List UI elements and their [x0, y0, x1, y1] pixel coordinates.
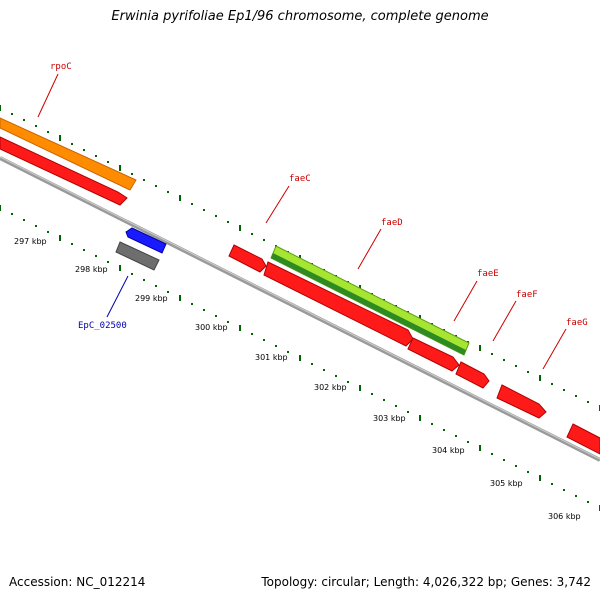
chromosome-backbone-highlight	[0, 156, 600, 460]
scale-labels: 297 kbp 298 kbp 299 kbp 300 kbp 301 kbp …	[14, 237, 581, 521]
scale-label-304: 304 kbp	[432, 446, 465, 455]
gene-faeD-shade	[271, 253, 466, 355]
chromosome-backbone	[0, 156, 600, 462]
cds-faeC[interactable]	[228, 244, 267, 273]
cds-EpC_02500[interactable]	[125, 227, 167, 254]
scale-label-301: 301 kbp	[255, 353, 288, 362]
label-EpC_02500: EpC_02500	[78, 321, 127, 331]
scale-label-297: 297 kbp	[14, 237, 47, 246]
pointer-epc	[106, 275, 129, 318]
scale-label-302: 302 kbp	[314, 383, 347, 392]
label-faeC: faeC	[289, 174, 311, 184]
pointer-faeE	[453, 280, 478, 322]
cds-next[interactable]	[566, 423, 600, 455]
pseudogene-EpC_02500[interactable]	[115, 241, 160, 271]
cds-rpoC[interactable]	[0, 136, 128, 206]
pointer-faeF	[492, 300, 517, 342]
scale-label-299: 299 kbp	[135, 294, 168, 303]
scale-label-300: 300 kbp	[195, 323, 228, 332]
scale-label-298: 298 kbp	[75, 265, 108, 274]
label-faeF: faeF	[516, 290, 538, 300]
cds-faeE[interactable]	[407, 337, 460, 372]
gene-rpoC[interactable]	[0, 117, 137, 191]
genome-summary-text: Topology: circular; Length: 4,026,322 bp…	[261, 575, 591, 589]
cds-faeG[interactable]	[496, 384, 547, 419]
pointer-faeC	[265, 185, 290, 224]
genome-title: Erwinia pyrifoliae Ep1/96 chromosome, co…	[111, 9, 489, 24]
pointer-faeD	[357, 228, 382, 270]
label-rpoC: rpoC	[50, 62, 72, 72]
pointer-rpoC	[37, 73, 59, 118]
pointer-faeG	[542, 328, 567, 370]
accession-text: Accession: NC_012214	[9, 575, 146, 589]
cds-faeD[interactable]	[263, 261, 414, 347]
cds-faeF[interactable]	[455, 361, 490, 389]
inner-scale-ticks	[0, 205, 600, 511]
scale-label-306: 306 kbp	[548, 512, 581, 521]
label-faeG: faeG	[566, 318, 588, 328]
label-faeE: faeE	[477, 269, 499, 279]
scale-label-305: 305 kbp	[490, 479, 523, 488]
label-faeD: faeD	[381, 218, 403, 228]
scale-label-303: 303 kbp	[373, 414, 406, 423]
